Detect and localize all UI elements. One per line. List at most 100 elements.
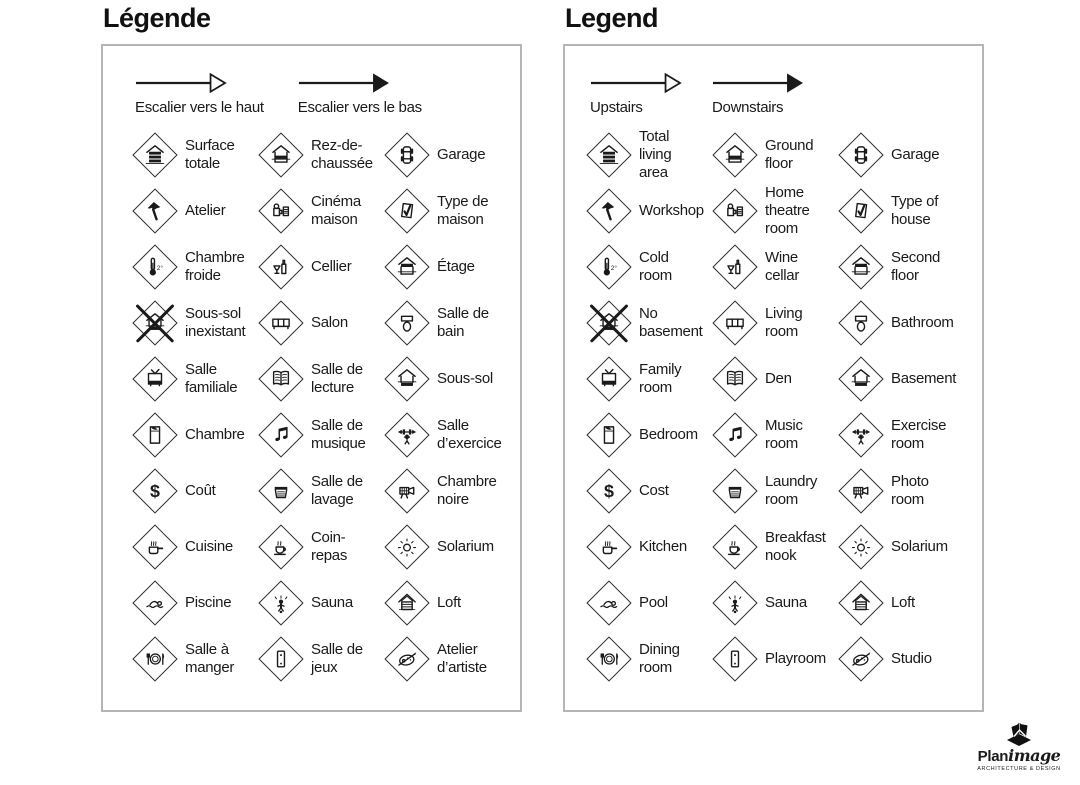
legend-item-label: Loft xyxy=(891,594,915,611)
legend-item: Salle d’exercice xyxy=(384,407,510,463)
legend-item: Photo room xyxy=(838,463,964,519)
legend-item-label: Sous-sol xyxy=(437,370,493,387)
legend-item: Dining room xyxy=(586,631,712,687)
legend-item: Sauna xyxy=(258,575,384,631)
legend-item-label: Studio xyxy=(891,650,932,667)
studio-icon xyxy=(838,636,884,682)
stairs-arrow-label: Escalier vers le bas xyxy=(297,99,422,116)
sauna-icon xyxy=(258,580,304,626)
basement-icon xyxy=(586,300,632,346)
dining-room-icon xyxy=(132,636,178,682)
legend-item-label: Cuisine xyxy=(185,538,233,555)
second-floor-icon xyxy=(384,244,430,290)
bathroom-icon xyxy=(384,300,430,346)
legend-item: Salle de lecture xyxy=(258,351,384,407)
legend-item-label: Cinéma maison xyxy=(311,193,361,228)
loft-icon xyxy=(384,580,430,626)
bedroom-icon xyxy=(586,412,632,458)
legend-panel-french: Escalier vers le haut Escalier vers le b… xyxy=(101,44,522,712)
legend-item: Bedroom xyxy=(586,407,712,463)
second-floor-icon xyxy=(838,244,884,290)
exercise-room-icon xyxy=(384,412,430,458)
workshop-icon xyxy=(586,188,632,234)
legend-item-label: Playroom xyxy=(765,650,826,667)
legend-item: Studio xyxy=(838,631,964,687)
legend-item: Solarium xyxy=(384,519,510,575)
legend-item-label: Breakfast nook xyxy=(765,529,826,564)
legend-column-french: Légende Escalier vers le haut Escalier v… xyxy=(101,2,522,712)
legend-item: Chambre noire xyxy=(384,463,510,519)
family-room-icon xyxy=(132,356,178,402)
stairs-arrow-row: Upstairs Downstairs xyxy=(590,71,804,116)
legend-item-label: Workshop xyxy=(639,202,704,219)
planimage-logo: Planimage ARCHITECTURE & DESIGN xyxy=(971,721,1067,773)
legend-item: Salle familiale xyxy=(132,351,258,407)
legend-item: Piscine xyxy=(132,575,258,631)
family-room-icon xyxy=(586,356,632,402)
legend-item-label: Salle familiale xyxy=(185,361,238,396)
legend-item: Family room xyxy=(586,351,712,407)
legend-item-label: Family room xyxy=(639,361,682,396)
legend-item-label: Cold room xyxy=(639,249,672,284)
legend-item-label: Salle de jeux xyxy=(311,641,363,676)
breakfast-nook-icon xyxy=(712,524,758,570)
legend-item-label: Chambre noire xyxy=(437,473,497,508)
den-icon xyxy=(712,356,758,402)
legend-item: Second floor xyxy=(838,239,964,295)
legend-item: Solarium xyxy=(838,519,964,575)
legend-item-label: Type of house xyxy=(891,193,939,228)
legend-item-label: Second floor xyxy=(891,249,941,284)
stairs-arrow: Escalier vers le bas xyxy=(298,71,422,116)
stairs-arrow-label: Escalier vers le haut xyxy=(135,99,264,116)
home-theatre-icon xyxy=(258,188,304,234)
legend-item-label: Dining room xyxy=(639,641,680,676)
legend-item: Den xyxy=(712,351,838,407)
laundry-room-icon xyxy=(712,468,758,514)
music-room-icon xyxy=(258,412,304,458)
stairs-arrow: Downstairs xyxy=(712,71,804,116)
diamond-outline xyxy=(586,300,632,346)
legend-item-label: Ground floor xyxy=(765,137,814,172)
legend-item-label: Kitchen xyxy=(639,538,687,555)
legend-item: Cuisine xyxy=(132,519,258,575)
studio-icon xyxy=(384,636,430,682)
legend-item-label: Salle de lavage xyxy=(311,473,363,508)
garage-icon xyxy=(384,132,430,178)
legend-item-label: Chambre xyxy=(185,426,245,443)
legend-item: Music room xyxy=(712,407,838,463)
stairs-arrow: Upstairs xyxy=(590,71,682,116)
legend-item-label: Salle d’exercice xyxy=(437,417,502,452)
legend-item-label: Wine cellar xyxy=(765,249,800,284)
legend-item-label: Exercise room xyxy=(891,417,947,452)
cold-room-icon xyxy=(132,244,178,290)
ground-floor-icon xyxy=(258,132,304,178)
ground-floor-icon xyxy=(712,132,758,178)
kitchen-icon xyxy=(586,524,632,570)
legend-item: Sous-sol xyxy=(384,351,510,407)
legend-item: Sauna xyxy=(712,575,838,631)
legend-item: Home theatre room xyxy=(712,183,838,239)
stairs-arrow-label: Downstairs xyxy=(712,99,784,116)
legend-item: Coin- repas xyxy=(258,519,384,575)
living-room-icon xyxy=(712,300,758,346)
photo-room-icon xyxy=(838,468,884,514)
legend-item-label: Solarium xyxy=(891,538,948,555)
legend-item: Salle de musique xyxy=(258,407,384,463)
planimage-tagline: ARCHITECTURE & DESIGN xyxy=(977,766,1061,772)
type-of-house-icon xyxy=(838,188,884,234)
legend-item: No basement xyxy=(586,295,712,351)
wine-cellar-icon xyxy=(258,244,304,290)
legend-item: Garage xyxy=(838,127,964,183)
legend-item: Étage xyxy=(384,239,510,295)
legend-item-label: Laundry room xyxy=(765,473,818,508)
legend-item: Salle de bain xyxy=(384,295,510,351)
legend-item-label: Coût xyxy=(185,482,216,499)
solarium-icon xyxy=(838,524,884,570)
legend-item-label: Cellier xyxy=(311,258,352,275)
pool-icon xyxy=(132,580,178,626)
legend-item-label: Chambre froide xyxy=(185,249,245,284)
legend-item-label: Den xyxy=(765,370,792,387)
breakfast-nook-icon xyxy=(258,524,304,570)
legend-grid-english: Total living area Ground floor Garage Wo… xyxy=(586,127,964,687)
pool-icon xyxy=(586,580,632,626)
